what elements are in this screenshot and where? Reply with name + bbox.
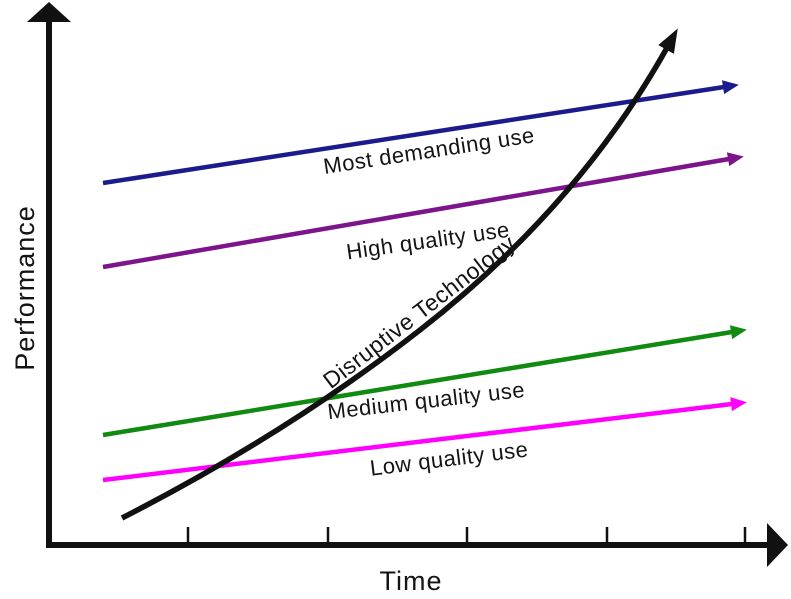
y-axis-title: Performance — [10, 205, 40, 371]
curve-disruptive-technology — [120, 28, 678, 521]
x-axis-title: Time — [380, 566, 443, 596]
x-axis-ticks — [186, 527, 747, 544]
line-medium-quality-use — [102, 325, 747, 438]
line-low-quality-use — [102, 397, 747, 483]
y-axis-arrowhead-icon — [27, 2, 71, 22]
line-high-quality-use — [102, 152, 744, 270]
x-axis-arrowhead-icon — [767, 523, 788, 567]
line-most-demanding-use — [102, 80, 739, 186]
